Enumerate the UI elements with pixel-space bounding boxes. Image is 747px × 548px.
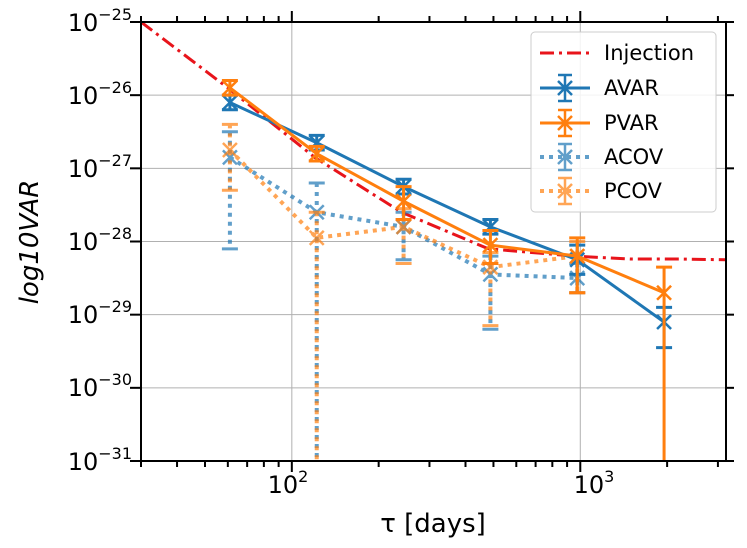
y-tick-label-29: 10−29 [68, 297, 132, 329]
legend-label-pcov: PCOV [604, 179, 662, 203]
legend-swatch-marker [557, 80, 573, 96]
pvar-point [482, 237, 499, 254]
marker-stroke [656, 284, 672, 301]
series-pcov [221, 122, 586, 461]
y-tick-label-26: 10−26 [68, 78, 132, 110]
pvar-point [308, 145, 325, 162]
legend-swatch-avar [540, 73, 590, 103]
marker-stroke [557, 115, 573, 131]
y-tick-label-31: 10−31 [68, 444, 132, 476]
acov-point [222, 149, 238, 166]
marker-stroke [308, 145, 325, 162]
y-tick-label-28: 10−28 [68, 224, 132, 256]
series-layer [141, 22, 726, 461]
legend-swatch-pvar [540, 108, 590, 138]
marker-stroke [569, 248, 586, 265]
marker-stroke [222, 149, 238, 166]
marker-stroke [557, 183, 573, 199]
marker-stroke [557, 80, 573, 96]
y-tick-label-27: 10−27 [68, 151, 132, 183]
marker-stroke [308, 229, 325, 246]
pvar-line [228, 86, 665, 295]
marker-stroke [482, 237, 499, 254]
legend-swatch-marker [557, 115, 573, 131]
avar-line [229, 101, 665, 324]
marker-stroke [222, 142, 238, 158]
x-tick-label-1000: 103 [574, 467, 615, 499]
pcov-point [308, 229, 325, 246]
marker-stroke [222, 94, 238, 111]
marker-stroke [395, 218, 412, 235]
series-pvar [221, 79, 673, 461]
legend-box [530, 31, 717, 213]
legend-swatch-marker [557, 183, 573, 199]
pcov-point [222, 142, 238, 158]
x-axis-label: τ [days] [380, 509, 486, 539]
marker-stroke [222, 79, 238, 96]
marker-stroke [395, 193, 412, 210]
legend: Injection AVAR PVAR ACOV PCOV [530, 31, 717, 213]
legend-swatch-acov [540, 142, 590, 172]
marker-stroke [557, 149, 573, 165]
pvar-point [656, 284, 672, 301]
pvar-point [569, 248, 586, 265]
legend-swatches [540, 51, 590, 206]
y-tick-label-30: 10−30 [68, 370, 132, 402]
y-tick-label-25: 10−25 [68, 5, 132, 37]
legend-label-injection: Injection [604, 41, 694, 65]
pvar-point [222, 79, 238, 96]
legend-label-avar: AVAR [604, 76, 659, 100]
x-tick-label-100: 102 [268, 467, 309, 499]
legend-swatch-marker [557, 149, 573, 165]
pvar-point [395, 193, 412, 210]
pcov-point [395, 218, 412, 235]
pcov-line [228, 148, 578, 270]
legend-label-pvar: PVAR [604, 111, 659, 135]
ticks [130, 11, 734, 472]
legend-label-acov: ACOV [604, 145, 664, 169]
avar-point [222, 94, 238, 111]
legend-swatch-pcov [540, 176, 590, 206]
y-axis-label: log10VAR [15, 180, 45, 305]
